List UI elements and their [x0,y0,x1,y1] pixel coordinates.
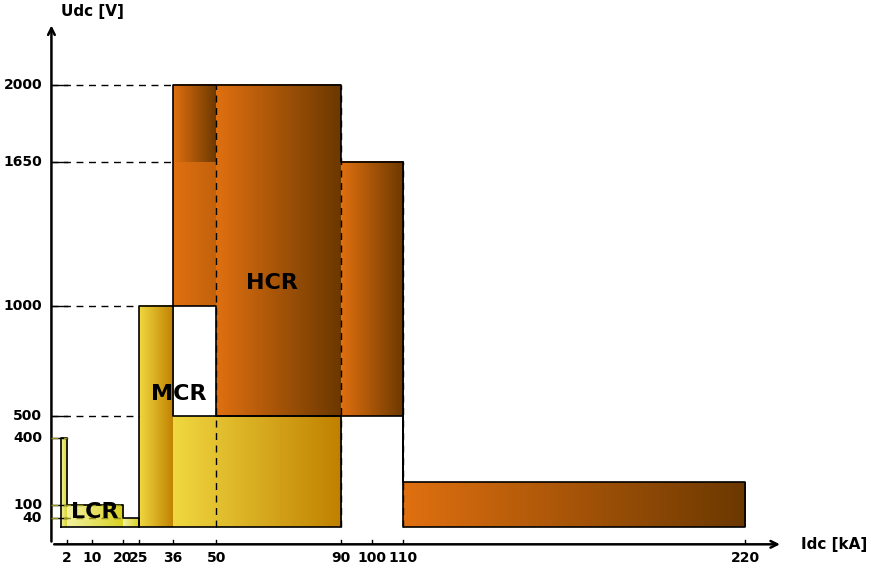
Text: Idc [kA]: Idc [kA] [801,537,868,552]
Text: 50: 50 [206,551,226,565]
Text: 36: 36 [163,551,182,565]
Text: 90: 90 [331,551,350,565]
Text: 1650: 1650 [3,155,42,169]
Text: 20: 20 [113,551,132,565]
Text: 1000: 1000 [3,299,42,312]
Text: 500: 500 [13,409,42,423]
Text: 400: 400 [13,431,42,445]
Text: 2000: 2000 [3,78,42,91]
Text: 25: 25 [129,551,148,565]
Text: 40: 40 [23,511,42,525]
Text: HCR: HCR [246,274,298,294]
Text: 220: 220 [731,551,760,565]
Text: 100: 100 [357,551,387,565]
Text: MCR: MCR [152,384,206,404]
Text: 10: 10 [82,551,102,565]
Text: 100: 100 [13,498,42,512]
Text: 110: 110 [388,551,417,565]
Text: LCR: LCR [71,502,118,522]
Text: 2: 2 [62,551,72,565]
Text: Udc [V]: Udc [V] [61,5,124,19]
